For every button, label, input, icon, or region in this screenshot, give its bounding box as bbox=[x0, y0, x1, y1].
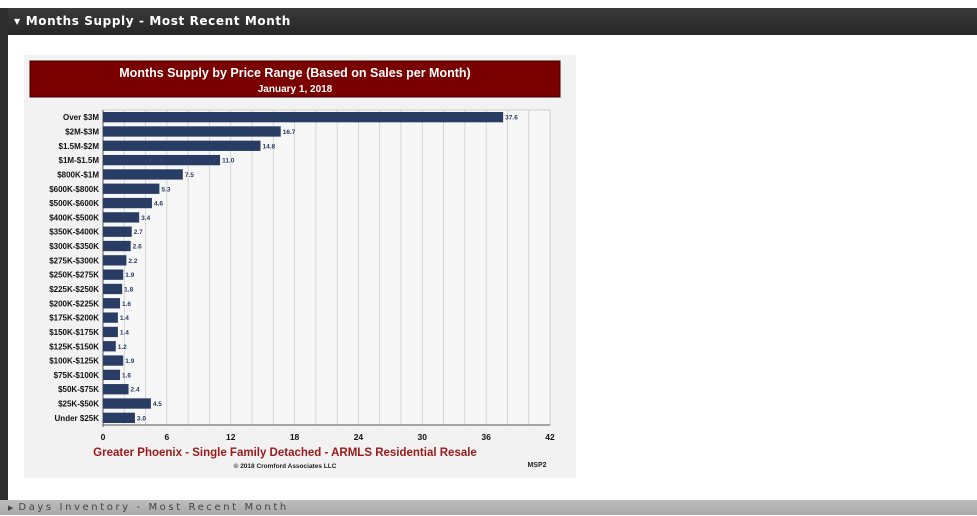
triangle-right-icon[interactable]: ▶ bbox=[8, 504, 14, 512]
bar bbox=[103, 154, 221, 166]
category-label: $800K-$1M bbox=[57, 170, 99, 179]
category-label: $300K-$350K bbox=[49, 242, 99, 251]
value-label: 1.2 bbox=[118, 344, 127, 351]
category-label: $600K-$800K bbox=[49, 185, 99, 194]
x-tick-label: 36 bbox=[481, 432, 491, 442]
value-label: 4.5 bbox=[153, 401, 162, 408]
value-label: 11.0 bbox=[222, 158, 235, 165]
x-tick-label: 12 bbox=[226, 432, 236, 442]
bar bbox=[103, 355, 124, 366]
value-label: 1.4 bbox=[120, 315, 129, 322]
chart-copyright: © 2018 Cromford Associates LLC bbox=[234, 462, 337, 470]
days-inventory-panel-header[interactable]: ▶ Days Inventory - Most Recent Month bbox=[0, 500, 977, 515]
category-label: $225K-$250K bbox=[49, 285, 99, 294]
category-label: Over $3M bbox=[63, 113, 99, 122]
bar bbox=[103, 283, 123, 295]
category-label: $400K-$500K bbox=[49, 213, 99, 222]
category-label: $2M-$3M bbox=[65, 127, 99, 136]
months-supply-panel-header[interactable]: ▼ Months Supply - Most Recent Month bbox=[8, 8, 977, 35]
x-tick-label: 0 bbox=[101, 432, 106, 442]
category-label: $350K-$400K bbox=[49, 228, 99, 237]
category-label: $200K-$225K bbox=[49, 299, 99, 308]
bar bbox=[103, 140, 261, 151]
bar bbox=[103, 341, 116, 352]
x-tick-label: 6 bbox=[164, 432, 169, 442]
value-label: 4.6 bbox=[154, 201, 163, 208]
value-label: 2.7 bbox=[134, 229, 143, 236]
window-top-edge bbox=[0, 0, 977, 8]
value-label: 14.8 bbox=[263, 143, 276, 150]
value-label: 1.9 bbox=[125, 272, 134, 279]
chart-title: Months Supply by Price Range (Based on S… bbox=[119, 66, 470, 80]
x-tick-label: 30 bbox=[418, 432, 428, 442]
category-label: $1.5M-$2M bbox=[59, 142, 100, 151]
bar bbox=[103, 255, 127, 266]
category-label: $1M-$1.5M bbox=[59, 156, 100, 165]
category-label: $500K-$600K bbox=[49, 199, 99, 208]
months-supply-chart: Months Supply by Price Range (Based on S… bbox=[29, 60, 561, 470]
value-label: 2.2 bbox=[128, 258, 137, 265]
value-label: 1.6 bbox=[122, 372, 131, 379]
bar bbox=[103, 312, 118, 323]
chart-title-banner bbox=[29, 60, 561, 98]
category-label: $50K-$75K bbox=[58, 385, 99, 394]
category-label: $100K-$125K bbox=[49, 357, 99, 366]
value-label: 1.6 bbox=[122, 301, 131, 308]
value-label: 2.4 bbox=[131, 387, 140, 394]
bar bbox=[103, 197, 152, 209]
bar bbox=[103, 126, 281, 137]
chart-caption: Greater Phoenix - Single Family Detached… bbox=[93, 447, 477, 459]
value-label: 1.9 bbox=[125, 358, 134, 365]
category-label: $25K-$50K bbox=[58, 400, 99, 409]
chart-card: Months Supply by Price Range (Based on S… bbox=[24, 55, 576, 478]
chart-subtitle: January 1, 2018 bbox=[258, 84, 333, 95]
x-tick-label: 18 bbox=[290, 432, 300, 442]
value-label: 16.7 bbox=[283, 129, 296, 136]
bar bbox=[103, 212, 140, 223]
chart-code: MSP2 bbox=[527, 462, 546, 469]
value-label: 3.0 bbox=[137, 415, 146, 422]
category-label: $125K-$150K bbox=[49, 342, 99, 351]
bar bbox=[103, 384, 129, 395]
category-label: $250K-$275K bbox=[49, 271, 99, 280]
bar bbox=[103, 412, 135, 423]
category-label: $150K-$175K bbox=[49, 328, 99, 337]
bar bbox=[103, 240, 131, 252]
bar bbox=[103, 269, 124, 280]
bar bbox=[103, 183, 160, 194]
value-label: 1.4 bbox=[120, 329, 129, 336]
value-label: 1.8 bbox=[124, 286, 133, 293]
category-label: $275K-$300K bbox=[49, 256, 99, 265]
value-label: 2.6 bbox=[133, 244, 142, 251]
footer-panel-title: Days Inventory - Most Recent Month bbox=[18, 502, 289, 513]
plot-area bbox=[102, 109, 551, 426]
x-tick-label: 42 bbox=[545, 432, 555, 442]
value-label: 3.4 bbox=[141, 215, 150, 222]
value-label: 5.3 bbox=[161, 186, 170, 193]
category-label: $175K-$200K bbox=[49, 314, 99, 323]
category-label: Under $25K bbox=[55, 414, 100, 423]
left-rail bbox=[0, 8, 8, 500]
bar bbox=[103, 226, 132, 237]
value-label: 37.6 bbox=[505, 115, 518, 122]
bar bbox=[103, 398, 151, 409]
bar bbox=[103, 169, 183, 180]
category-label: $75K-$100K bbox=[54, 371, 100, 380]
x-tick-label: 24 bbox=[354, 432, 364, 442]
bar bbox=[103, 369, 121, 381]
bar bbox=[103, 112, 504, 123]
bar bbox=[103, 298, 121, 309]
bar bbox=[103, 326, 118, 338]
value-label: 7.5 bbox=[185, 172, 194, 179]
panel-title: Months Supply - Most Recent Month bbox=[25, 14, 291, 28]
triangle-down-icon[interactable]: ▼ bbox=[14, 17, 21, 26]
